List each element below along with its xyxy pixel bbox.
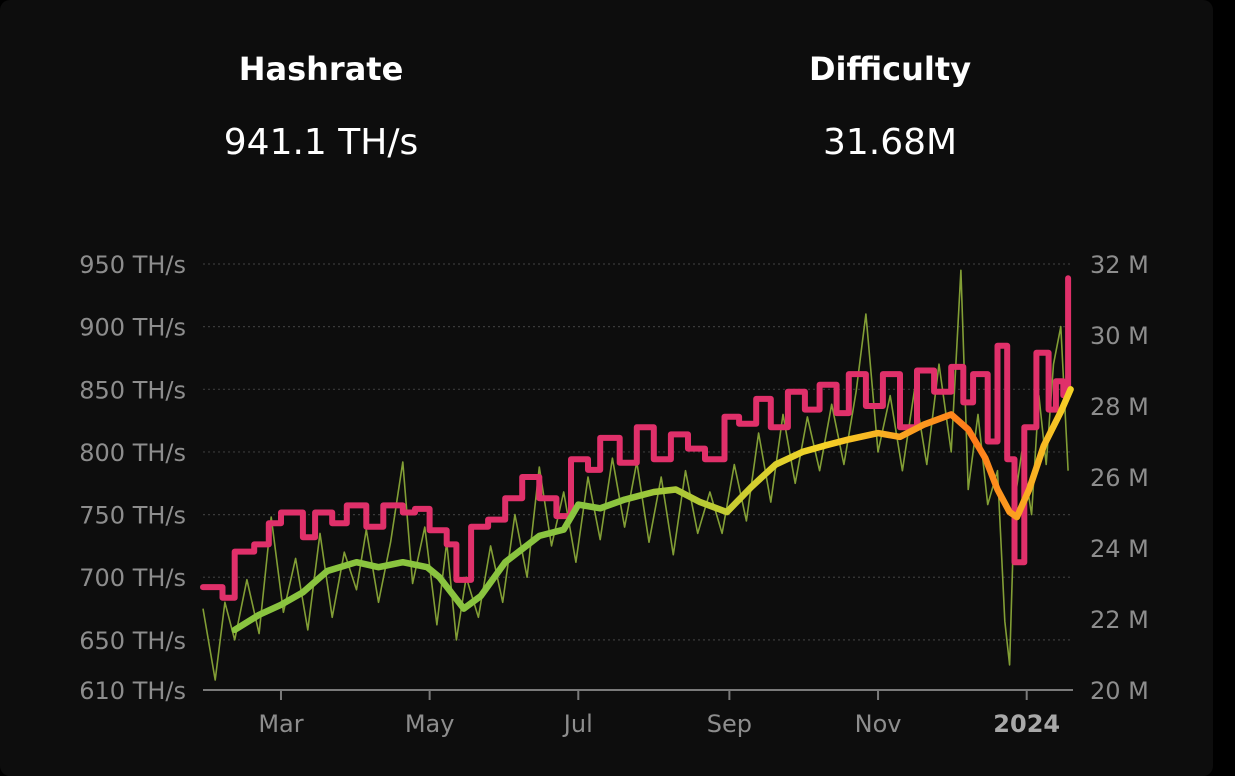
- hashrate-moving-average-line: [231, 386, 1074, 634]
- x-tick-label: May: [405, 710, 455, 738]
- difficulty-value: 31.68M: [822, 122, 958, 163]
- difficulty-label: Difficulty: [808, 50, 972, 88]
- difficulty-line: [200, 275, 1072, 601]
- y-right-tick-label: 24 M: [1090, 535, 1149, 563]
- x-tick-label: Nov: [855, 710, 902, 738]
- y-right-tick-label: 26 M: [1090, 464, 1149, 492]
- hashrate-stat: Hashrate 941.1 TH/s: [121, 50, 521, 163]
- x-tick-label: Sep: [707, 710, 752, 738]
- y-left-tick-label: 950 TH/s: [79, 251, 186, 279]
- y-left-tick-label: 900 TH/s: [79, 314, 186, 342]
- y-left-tick-label: 700 TH/s: [79, 564, 186, 592]
- hashrate-label: Hashrate: [238, 50, 404, 88]
- y-left-tick-label: 850 TH/s: [79, 376, 186, 404]
- x-tick-label: 2024: [993, 710, 1060, 738]
- axes: 950 TH/s 900 TH/s 850 TH/s 800 TH/s 750 TH/s…: [79, 251, 1149, 738]
- y-left-tick-label: 610 TH/s: [79, 677, 186, 705]
- y-right-tick-label: 32 M: [1090, 251, 1149, 279]
- series: [200, 269, 1074, 681]
- y-left-tick-label: 650 TH/s: [79, 627, 186, 655]
- grid: [203, 263, 1073, 641]
- y-right-tick-label: 28 M: [1090, 393, 1149, 421]
- difficulty-stat: Difficulty 31.68M: [690, 50, 1090, 163]
- y-right-tick-label: 22 M: [1090, 606, 1149, 634]
- hashrate-raw-line: [202, 269, 1069, 681]
- y-left-tick-label: 750 TH/s: [79, 502, 186, 530]
- x-tick-label: Jul: [562, 710, 593, 738]
- x-tick-label: Mar: [258, 710, 303, 738]
- y-left-tick-label: 800 TH/s: [79, 439, 186, 467]
- y-right-tick-label: 30 M: [1090, 322, 1149, 350]
- hashrate-value: 941.1 TH/s: [223, 122, 419, 163]
- y-right-tick-label: 20 M: [1090, 677, 1149, 705]
